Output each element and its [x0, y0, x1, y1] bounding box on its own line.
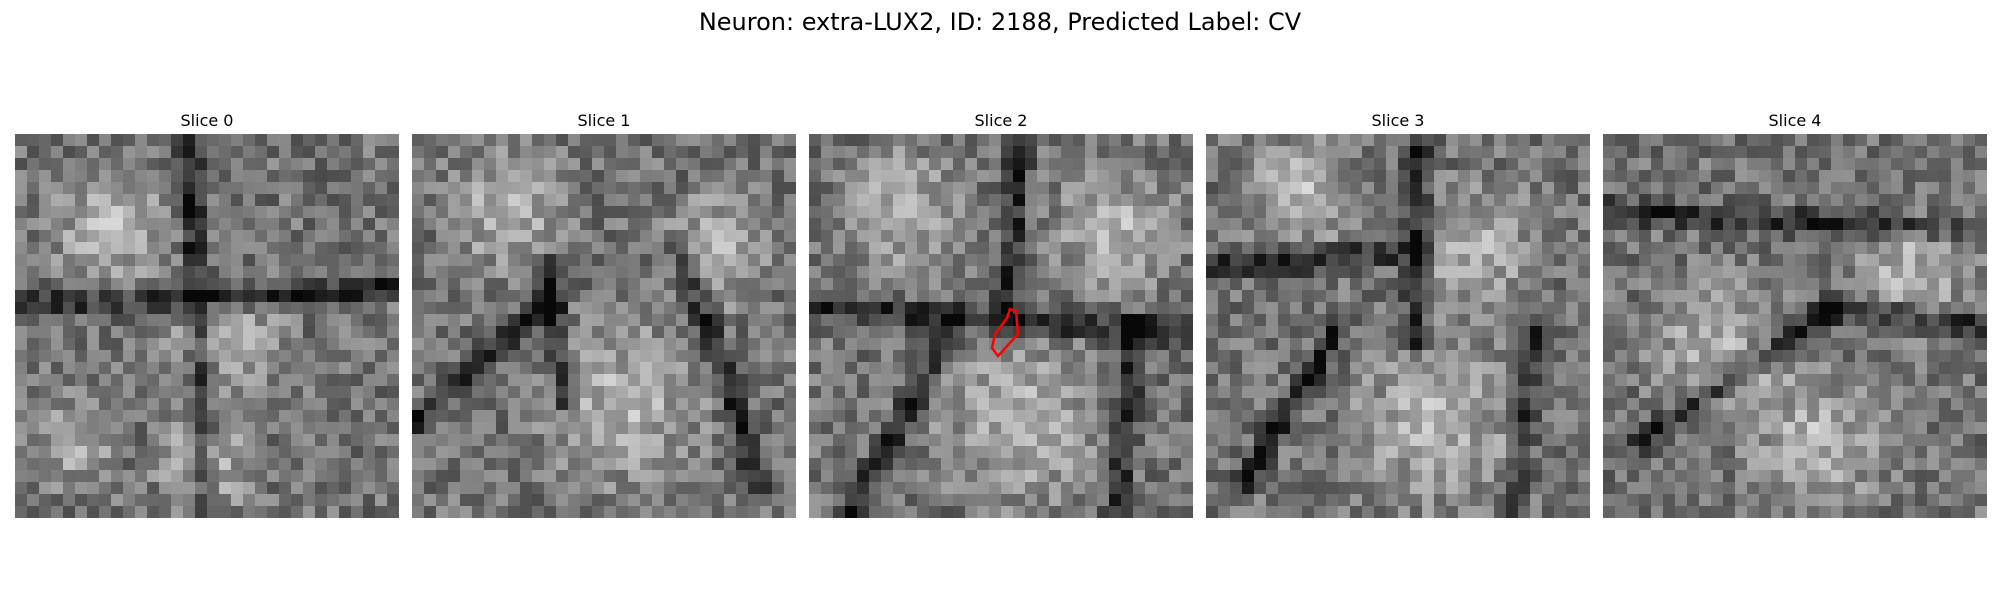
slice-panel-3: Slice 3	[1206, 108, 1590, 518]
slice-image	[412, 134, 796, 518]
slice-image	[15, 134, 399, 518]
slice-panel-0: Slice 0	[15, 108, 399, 518]
figure-title: Neuron: extra-LUX2, ID: 2188, Predicted …	[698, 8, 1302, 36]
slice-panel-1: Slice 1	[412, 108, 796, 518]
slice-image	[1603, 134, 1987, 518]
segmentation-outline	[990, 307, 1020, 358]
slice-panel-4: Slice 4	[1603, 108, 1987, 518]
slice-title: Slice 2	[974, 111, 1028, 130]
slice-title: Slice 0	[180, 111, 234, 130]
slice-title: Slice 1	[577, 111, 631, 130]
slice-image	[1206, 134, 1590, 518]
slice-image	[809, 134, 1193, 518]
slice-panel-2: Slice 2	[809, 108, 1193, 518]
slice-title: Slice 4	[1768, 111, 1822, 130]
slice-title: Slice 3	[1371, 111, 1425, 130]
